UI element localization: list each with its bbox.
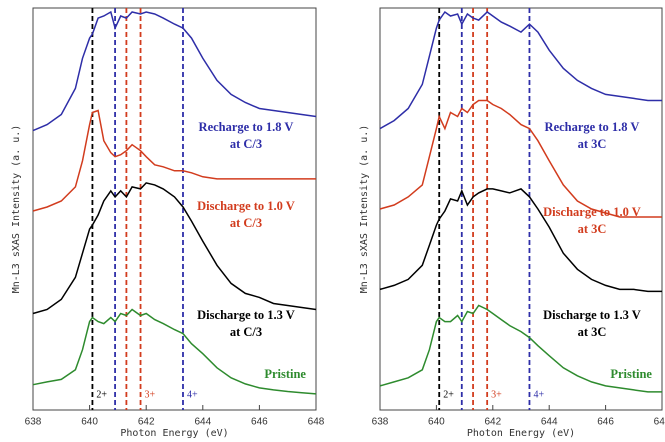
panel: 638 640 642 644 646 648 Photon Energy (eV) Mn-L… xyxy=(11,7,325,439)
series-label: Pristine xyxy=(610,367,652,381)
series-label: Recharge to 1.8 V xyxy=(545,120,640,134)
spectrum-line xyxy=(32,308,317,395)
spectrum-line xyxy=(379,99,662,218)
x-tick-label: 642 xyxy=(484,417,501,428)
x-tick-label: 638 xyxy=(25,417,42,428)
series-label: at 3C xyxy=(578,222,607,236)
x-tick-label: 644 xyxy=(541,417,558,428)
series-label: at C/3 xyxy=(230,216,262,230)
x-tick-label: 648 xyxy=(308,417,325,428)
series-label: at C/3 xyxy=(230,137,262,151)
x-axis-label: Photon Energy (eV) xyxy=(467,428,575,439)
spectrum-line xyxy=(379,188,662,293)
valence-label: 2+ xyxy=(96,389,107,400)
x-tick-label: 644 xyxy=(194,417,211,428)
series-label: at C/3 xyxy=(230,325,262,339)
x-axis-label: Photon Energy (eV) xyxy=(120,428,228,439)
x-tick-label: 642 xyxy=(138,417,155,428)
series-label: Recharge to 1.8 V xyxy=(199,120,294,134)
spectrum-line xyxy=(32,10,317,132)
valence-label: 3+ xyxy=(145,389,156,400)
x-tick-label: 646 xyxy=(597,417,614,428)
y-axis-label: Mn-L3 sXAS Intensity (a. u.) xyxy=(11,125,22,294)
series-label: at 3C xyxy=(578,137,607,151)
series-label: Pristine xyxy=(264,367,306,381)
spectrum-line xyxy=(379,10,662,130)
series-label: Discharge to 1.0 V xyxy=(543,205,641,219)
valence-label: 2+ xyxy=(443,389,454,400)
spectrum-line xyxy=(379,304,662,393)
series-label: at 3C xyxy=(578,325,607,339)
valence-label: 3+ xyxy=(491,389,502,400)
spectrum-line xyxy=(32,182,317,315)
valence-label: 4+ xyxy=(533,389,544,400)
series-label: Discharge to 1.3 V xyxy=(197,308,295,322)
spectrum-line xyxy=(32,109,316,212)
y-axis-label: Mn-L3 sXAS Intensity (a. u.) xyxy=(359,125,370,294)
x-tick-label: 640 xyxy=(81,417,98,428)
x-tick-label: 640 xyxy=(428,417,445,428)
panel: 638 640 642 644 646 648 Photon Energy (eV) Mn-L… xyxy=(359,7,665,439)
x-tick-label: 648 xyxy=(654,417,665,428)
valence-label: 4+ xyxy=(187,389,198,400)
x-tick-label: 646 xyxy=(251,417,268,428)
x-tick-label: 638 xyxy=(372,417,389,428)
series-label: Discharge to 1.3 V xyxy=(543,308,641,322)
plot-frame xyxy=(32,7,317,411)
series-label: Discharge to 1.0 V xyxy=(197,199,295,213)
